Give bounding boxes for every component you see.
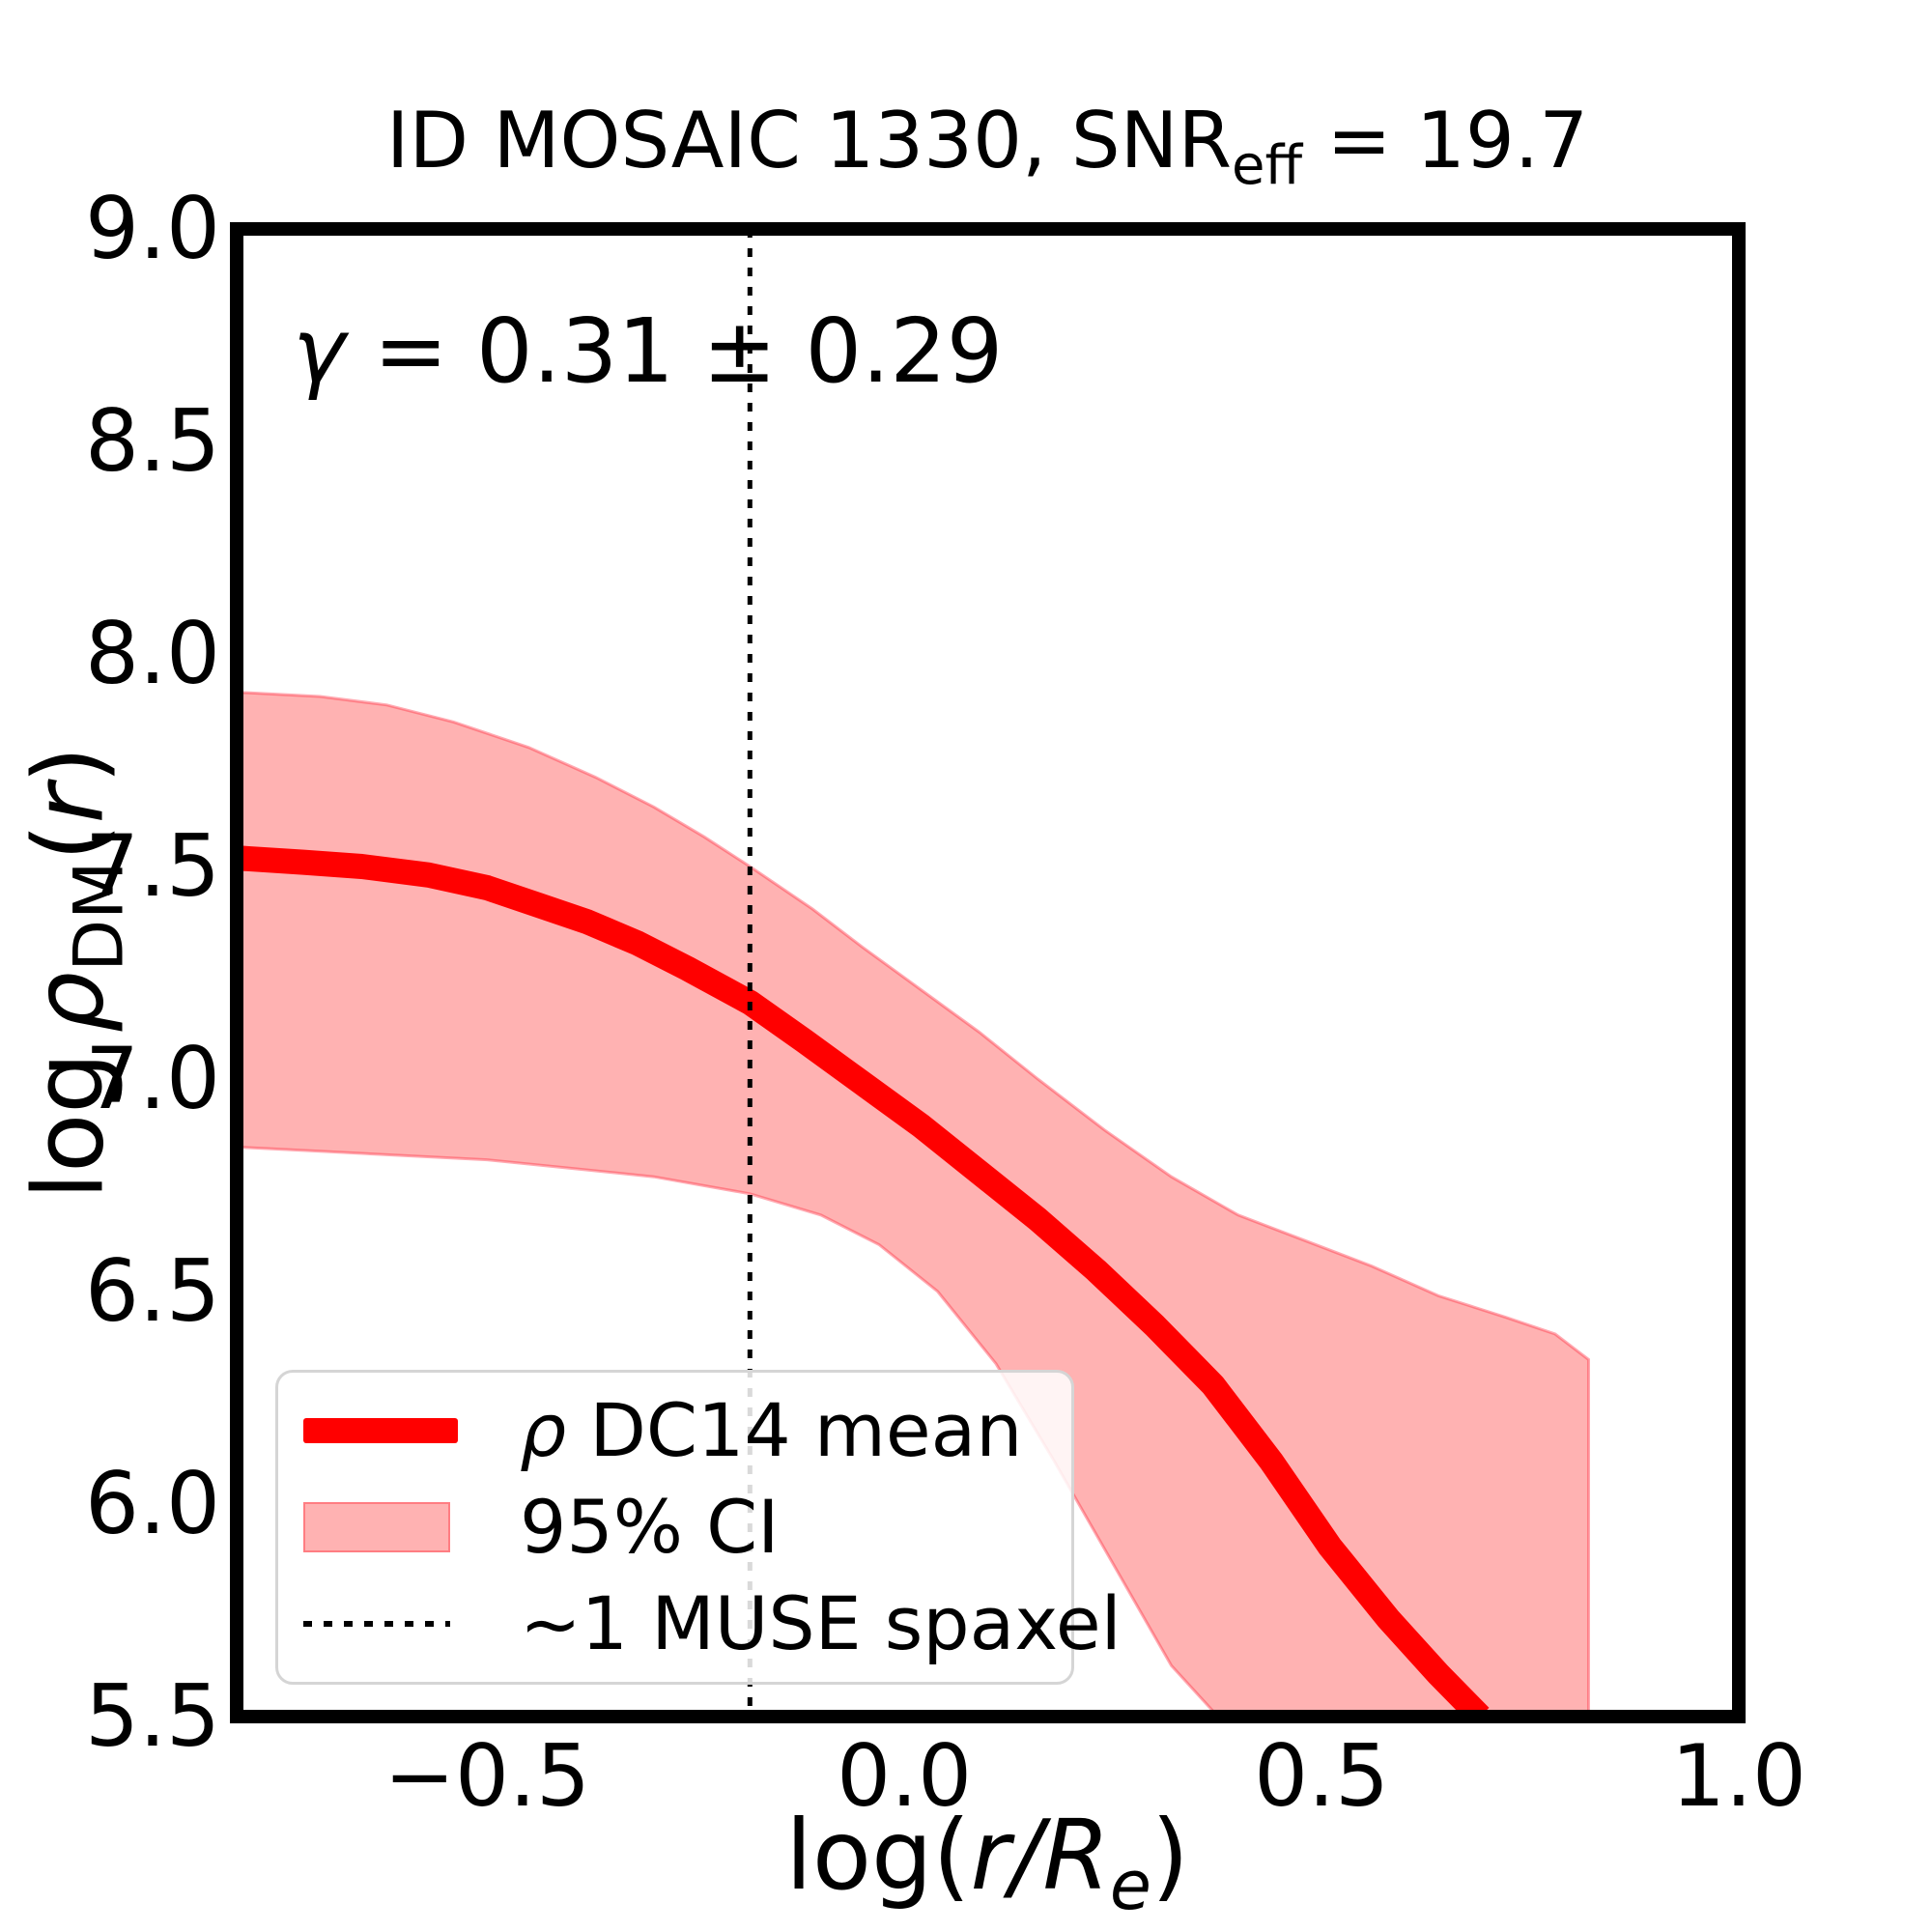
gamma-annotation: γ = 0.31 ± 0.29 — [293, 299, 1004, 403]
y-tick-label: 6.5 — [85, 1241, 220, 1341]
legend-item-muse: ~1 MUSE spaxel — [303, 1587, 1122, 1661]
legend-item-ci: 95% CI — [303, 1491, 1071, 1564]
y-tick-label: 7.5 — [85, 816, 220, 916]
chart-title: ID MOSAIC 1330, SNReff = 19.7 — [385, 96, 1589, 197]
x-tick-label: 0.0 — [837, 1726, 973, 1826]
axes-frame — [230, 222, 1746, 1723]
title-subscript: eff — [1232, 134, 1303, 197]
muse-dotted-swatch — [303, 1621, 458, 1627]
y-tick-label: 5.5 — [85, 1666, 220, 1766]
confidence-band — [237, 691, 1590, 1717]
y-tick-label: 8.5 — [85, 391, 220, 491]
legend-label-ci: 95% CI — [520, 1484, 780, 1570]
legend-item-mean: ρ DC14 mean — [303, 1394, 1071, 1467]
y-axis-label: log ρDM(r) — [12, 746, 139, 1200]
ci-patch-swatch — [303, 1502, 458, 1552]
x-tick-label: 0.5 — [1254, 1726, 1390, 1826]
x-tick-label: −0.5 — [384, 1726, 590, 1826]
y-tick-label: 8.0 — [85, 604, 220, 703]
y-tick-label: 9.0 — [85, 179, 220, 278]
x-tick-label: 1.0 — [1671, 1726, 1806, 1826]
x-axis-label: log(r/Re) — [785, 1799, 1189, 1925]
mean-density-line — [237, 845, 1490, 1717]
y-tick-label: 6.0 — [85, 1454, 220, 1553]
mean-line-swatch — [303, 1418, 458, 1443]
legend-box: ρ DC14 mean 95% CI ~1 MUSE spaxel — [275, 1370, 1122, 1685]
legend-label-mean: ρ DC14 mean — [520, 1387, 1023, 1473]
y-tick-label: 7.0 — [85, 1029, 220, 1128]
legend-label-muse: ~1 MUSE spaxel — [520, 1580, 1122, 1666]
